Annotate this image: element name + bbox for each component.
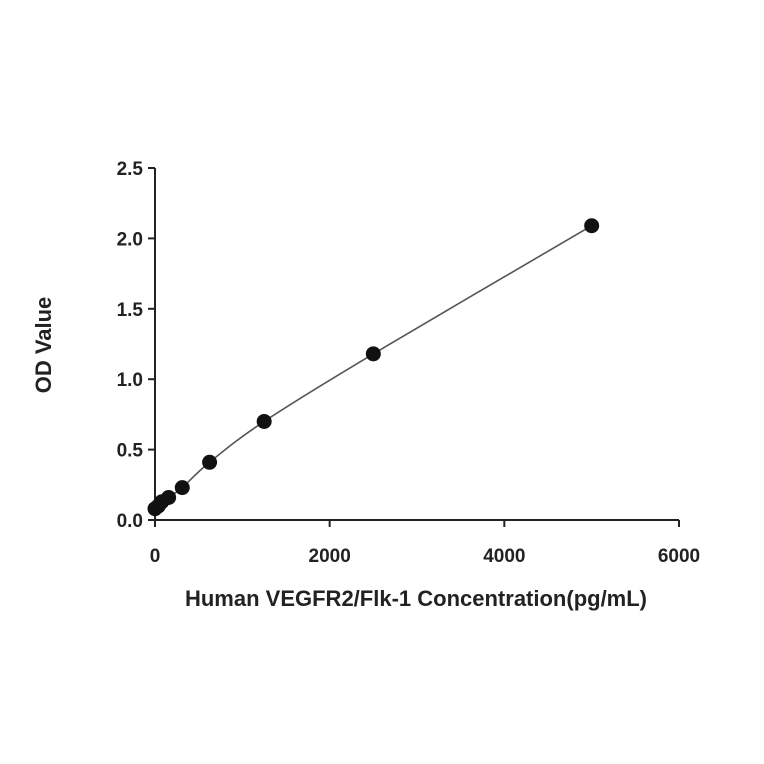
axes: 0.0 0.5 1.0 1.5 2.0 2.5 0 2000 4000 6000	[117, 159, 701, 567]
data-point	[584, 218, 600, 234]
y-tick-label: 1.5	[117, 300, 144, 321]
fit-curve	[154, 225, 593, 510]
x-tick-label: 6000	[658, 546, 700, 567]
y-axis-title: OD Value	[31, 297, 56, 394]
data-point	[174, 480, 190, 496]
fit-curve-group	[154, 225, 593, 510]
y-tick-label: 0.0	[117, 511, 143, 532]
data-point	[202, 454, 218, 470]
y-tick-label: 0.5	[117, 441, 144, 462]
data-point	[161, 489, 177, 505]
data-point	[365, 346, 381, 362]
x-tick-label: 2000	[309, 546, 351, 567]
y-tick-label: 2.5	[117, 159, 144, 180]
x-tick-label: 4000	[483, 546, 525, 567]
data-points	[147, 218, 600, 517]
y-tick-label: 1.0	[117, 370, 143, 391]
y-tick-label: 2.0	[117, 229, 143, 250]
x-axis-title: Human VEGFR2/Flk-1 Concentration(pg/mL)	[185, 586, 647, 611]
data-point	[256, 413, 272, 429]
x-tick-label: 0	[150, 546, 161, 567]
